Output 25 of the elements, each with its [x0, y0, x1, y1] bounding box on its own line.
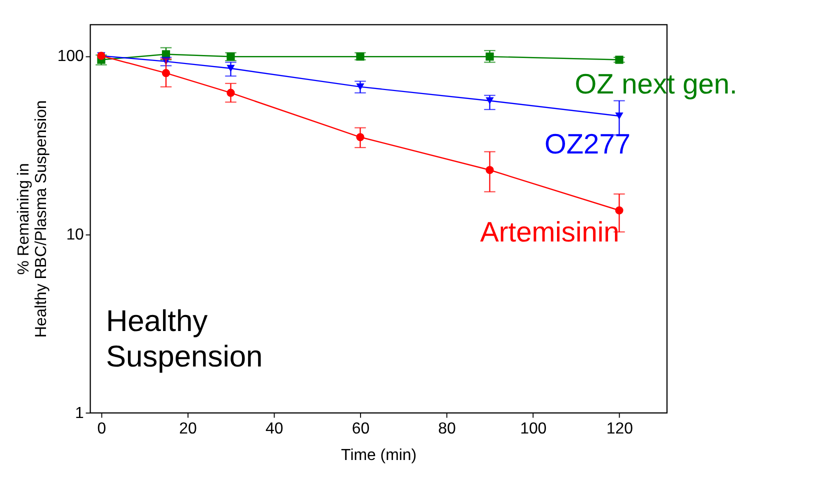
y-tick-label: 10: [66, 226, 84, 244]
y-tick-label: 100: [57, 48, 84, 65]
point: [486, 52, 494, 61]
point: [356, 83, 364, 90]
point: [615, 206, 624, 214]
point: [615, 112, 624, 120]
x-tick-label: 80: [438, 420, 456, 438]
annotation: Healthy Suspension: [106, 305, 263, 374]
x-tick-label: 100: [520, 420, 547, 438]
point: [486, 166, 494, 174]
point: [486, 97, 494, 104]
x-tick-label: 60: [352, 420, 370, 438]
series-label: Artemisinin: [480, 216, 620, 248]
point: [226, 64, 235, 72]
point: [162, 69, 170, 78]
x-tick-label: 0: [97, 420, 106, 438]
series-label: OZ277: [544, 128, 630, 160]
point: [356, 133, 364, 142]
y-tick-label: 1: [75, 404, 84, 422]
x-tick-label: 20: [179, 420, 198, 438]
y-axis-title: % Remaining in Healthy RBC/Plasma Suspension: [15, 100, 50, 338]
x-tick-label: 120: [606, 420, 634, 438]
point: [226, 88, 235, 97]
x-tick-label: 40: [266, 420, 284, 438]
x-axis-title: Time (min): [341, 446, 417, 464]
